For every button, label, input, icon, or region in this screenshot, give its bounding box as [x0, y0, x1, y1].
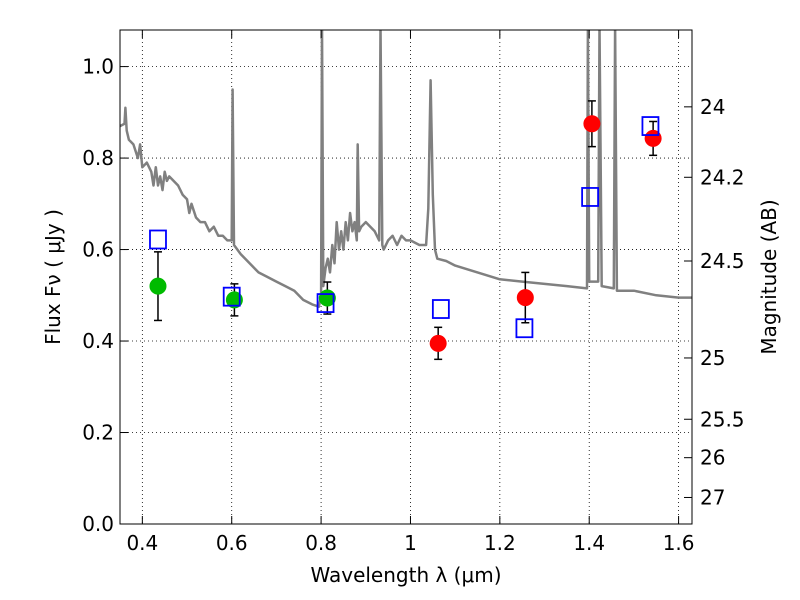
red-data-point — [429, 334, 447, 352]
x-tick-label: 1.2 — [484, 531, 516, 555]
x-tick-label: 0.4 — [126, 531, 158, 555]
y-tick-label: 0.8 — [82, 146, 114, 170]
right-tick-label: 25.5 — [700, 407, 745, 431]
x-tick-label: 1.6 — [663, 531, 695, 555]
x-axis-title: Wavelength λ (μm) — [310, 563, 501, 587]
right-tick-label: 27 — [700, 485, 725, 509]
plot-frame — [119, 29, 693, 525]
y-tick-label: 0.4 — [82, 329, 114, 353]
y-tick-label: 0.0 — [82, 512, 114, 536]
x-tick-label: 0.8 — [305, 531, 337, 555]
y-tick-label: 1.0 — [82, 55, 114, 79]
model-square-marker — [515, 318, 534, 339]
model-square-marker — [641, 116, 660, 136]
model-square-marker — [431, 299, 450, 319]
errorbar-layer — [153, 100, 658, 361]
green-data-point — [225, 291, 243, 309]
sed-model-line — [120, 30, 692, 308]
tick-layer: 0.4 0.6 0.8 1 1.2 1.4 1.6 0.0 0.2 0.4 0.6 0.8 1.0 24 2… — [82, 30, 745, 555]
red-data-point — [516, 289, 534, 307]
right-tick-label: 25 — [700, 346, 725, 370]
red-data-point — [583, 115, 601, 133]
x-tick-label: 1.4 — [573, 531, 605, 555]
right-axis-title: Magnitude (AB) — [757, 199, 781, 354]
right-tick-label: 24.2 — [700, 165, 745, 189]
model-square-marker — [581, 187, 600, 207]
marker-layer — [149, 115, 662, 352]
model-square-marker — [149, 229, 167, 250]
model-square-marker — [316, 293, 335, 313]
sed-layer — [120, 30, 692, 308]
x-tick-label: 0.6 — [216, 531, 248, 555]
model-square-marker — [222, 286, 241, 307]
x-tick-label: 1 — [404, 531, 417, 555]
y-tick-label: 0.6 — [82, 238, 114, 262]
right-tick-label: 26 — [700, 446, 725, 470]
y-axis-title: Flux Fν ( μJy ) — [41, 209, 65, 345]
right-tick-label: 24 — [700, 95, 725, 119]
green-data-point — [149, 277, 167, 295]
y-tick-label: 0.2 — [82, 421, 114, 445]
grid — [120, 30, 692, 525]
right-tick-label: 24.5 — [700, 249, 745, 273]
